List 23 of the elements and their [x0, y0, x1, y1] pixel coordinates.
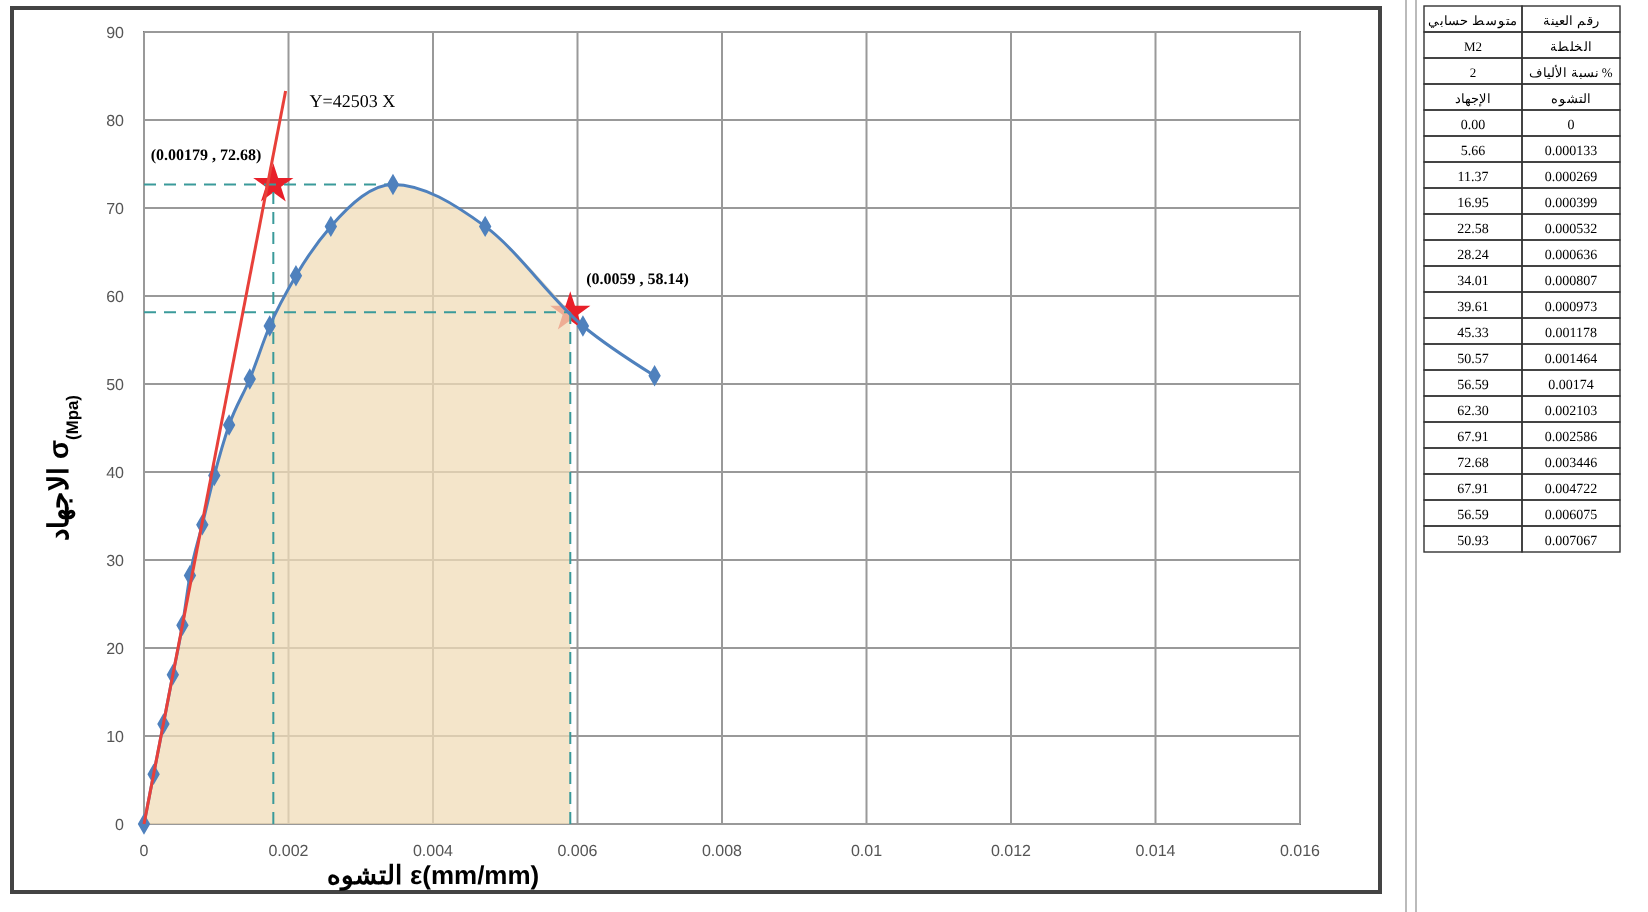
- y-tick-label: 20: [106, 640, 126, 658]
- x-tick-label: 0.01: [850, 842, 884, 860]
- data-label: (0.00179 , 72.68): [150, 146, 262, 165]
- x-tick-label: 0.014: [1135, 842, 1177, 860]
- x-axis-title: التشوه ε(mm/mm): [326, 860, 540, 892]
- y-tick-label: 60: [106, 288, 126, 306]
- x-tick-label: 0.008: [701, 842, 744, 860]
- y-tick-label: 50: [106, 376, 126, 394]
- y-tick-label: 40: [106, 464, 126, 482]
- y-tick-label: 90: [106, 24, 126, 42]
- series-label: Y=42503 X: [309, 90, 397, 111]
- x-tick-label: 0.012: [990, 842, 1033, 860]
- y-tick-label: 0: [115, 816, 126, 834]
- y-tick-label: 10: [106, 728, 126, 746]
- y-tick-label: 70: [106, 200, 126, 218]
- x-tick-label: 0: [139, 842, 150, 860]
- x-tick-label: 0.004: [412, 842, 455, 860]
- y-tick-label: 80: [106, 112, 126, 130]
- x-tick-label: 0.006: [557, 842, 599, 860]
- x-tick-label: 0.016: [1279, 842, 1322, 860]
- x-tick-label: 0.002: [268, 842, 310, 860]
- data-label: (0.0059 , 58.14): [586, 270, 690, 289]
- y-tick-label: 30: [106, 552, 126, 570]
